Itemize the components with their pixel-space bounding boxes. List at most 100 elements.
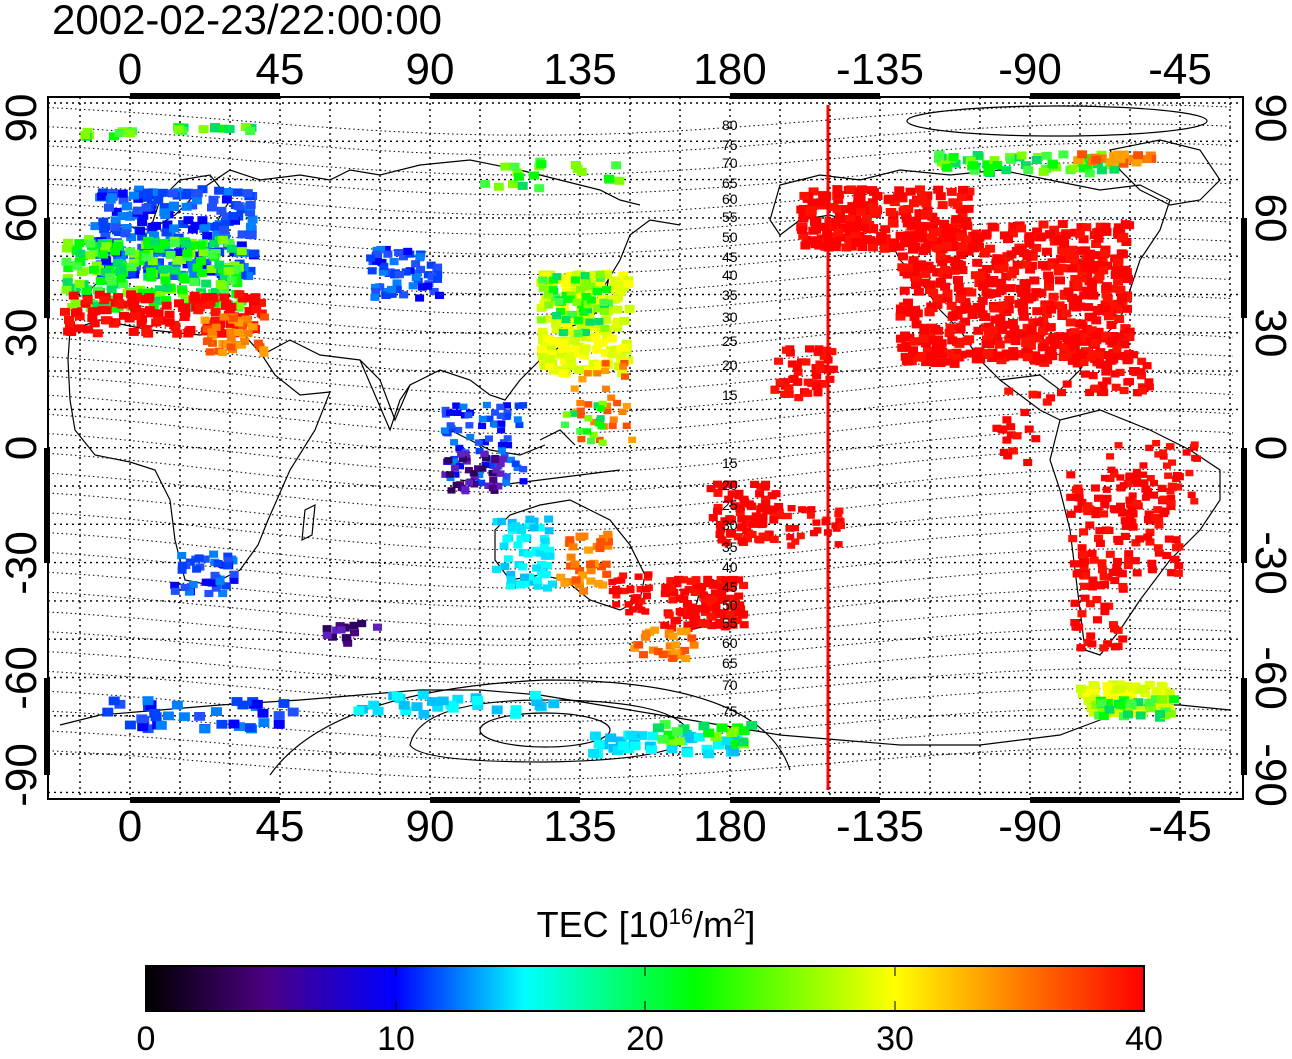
tec-cell	[1085, 521, 1095, 529]
tec-cell	[701, 744, 713, 754]
tec-cell	[700, 605, 710, 614]
tec-cell	[725, 515, 735, 523]
tec-cell	[618, 741, 629, 751]
tec-cell	[774, 357, 783, 365]
tec-cell	[1111, 332, 1122, 341]
tec-cell	[1139, 462, 1148, 469]
tec-cell	[580, 272, 590, 280]
tec-cell	[204, 589, 214, 598]
tec-cell	[598, 439, 607, 446]
tec-cell	[465, 479, 474, 486]
tec-cell	[1077, 498, 1087, 506]
tec-cell	[585, 318, 595, 326]
tec-cell	[798, 506, 806, 513]
tec-cell	[564, 336, 575, 345]
tec-cell	[1039, 358, 1050, 367]
tec-cell	[687, 634, 697, 642]
tec-cell	[194, 712, 206, 721]
tec-cell	[691, 582, 701, 590]
tec-cell	[446, 409, 454, 416]
tec-cell	[494, 483, 503, 490]
tec-cell	[1102, 294, 1113, 303]
tec-cell	[1108, 349, 1119, 358]
tec-cell	[503, 555, 513, 563]
tec-cell	[1123, 275, 1133, 284]
tec-cell	[100, 222, 111, 231]
tec-cell	[1037, 354, 1048, 363]
tec-cell	[525, 573, 534, 581]
tec-cell	[1026, 293, 1036, 302]
tec-cell	[573, 329, 583, 337]
tec-cell	[895, 305, 906, 314]
tec-cell	[1020, 284, 1031, 293]
tec-cell	[195, 298, 206, 307]
tec-cell	[908, 346, 918, 355]
tec-cell	[1049, 340, 1060, 349]
tec-cell	[234, 301, 245, 310]
tec-cell	[273, 711, 285, 720]
tec-cell	[147, 222, 158, 231]
tec-cell	[399, 291, 409, 299]
frame-scale-bars	[44, 93, 1247, 803]
tec-cell	[496, 460, 505, 468]
tec-cell	[1100, 360, 1110, 368]
tec-cell	[786, 525, 795, 532]
tec-cell	[219, 293, 230, 302]
contour-line	[48, 199, 1234, 236]
contour-label-n35: 35	[722, 287, 738, 303]
tec-cell	[125, 247, 136, 256]
tec-cell	[737, 737, 749, 747]
tec-cell	[218, 589, 228, 598]
tec-cell	[1030, 351, 1041, 360]
tec-cell	[548, 580, 557, 588]
tec-cell	[1113, 277, 1124, 286]
tec-cell	[948, 198, 959, 207]
tec-cell	[612, 305, 623, 314]
tec-cell	[1153, 544, 1163, 552]
tec-cell	[398, 253, 408, 261]
tec-cell	[532, 564, 542, 572]
tec-cell	[415, 252, 425, 260]
tec-cell	[1102, 351, 1113, 359]
tec-cell	[391, 691, 403, 701]
tec-cell	[815, 360, 825, 368]
tec-cell	[643, 593, 651, 600]
tec-cell	[1008, 347, 1019, 356]
tec-cell	[190, 294, 201, 303]
tec-cell	[1104, 705, 1115, 714]
tec-cell	[157, 188, 168, 197]
tec-cell	[1039, 338, 1050, 347]
tec-cell	[535, 549, 545, 557]
tec-cell	[510, 710, 522, 719]
tec-cell	[160, 211, 171, 220]
tec-cell	[1113, 535, 1123, 543]
tec-cell	[1093, 234, 1104, 243]
tec-cell	[920, 278, 931, 287]
tec-cell	[198, 125, 209, 134]
tec-cell	[787, 505, 796, 512]
tec-cell	[1075, 684, 1086, 693]
tec-cell	[537, 327, 548, 336]
tec-cell	[81, 286, 92, 295]
tec-cell	[549, 337, 560, 346]
tec-cell	[706, 599, 716, 607]
top-lon-tick-m45: -45	[1148, 45, 1212, 94]
tec-cell	[1095, 351, 1104, 359]
tec-cell	[466, 433, 475, 441]
tec-cell	[1102, 699, 1113, 707]
tec-cell	[1020, 161, 1031, 170]
tec-cell	[455, 444, 464, 452]
tec-cell	[446, 474, 455, 482]
tec-cell	[415, 294, 425, 302]
tec-cell	[251, 305, 262, 314]
tec-cell	[137, 232, 148, 241]
tec-cell	[1006, 431, 1016, 439]
tec-cell	[1019, 279, 1030, 288]
tec-cell	[1129, 351, 1139, 359]
tec-cell	[706, 612, 716, 620]
tec-cell	[768, 505, 778, 513]
tec-cell	[150, 263, 161, 272]
tec-cell	[110, 304, 121, 313]
tec-cell	[237, 341, 247, 349]
tec-cell	[936, 352, 947, 361]
